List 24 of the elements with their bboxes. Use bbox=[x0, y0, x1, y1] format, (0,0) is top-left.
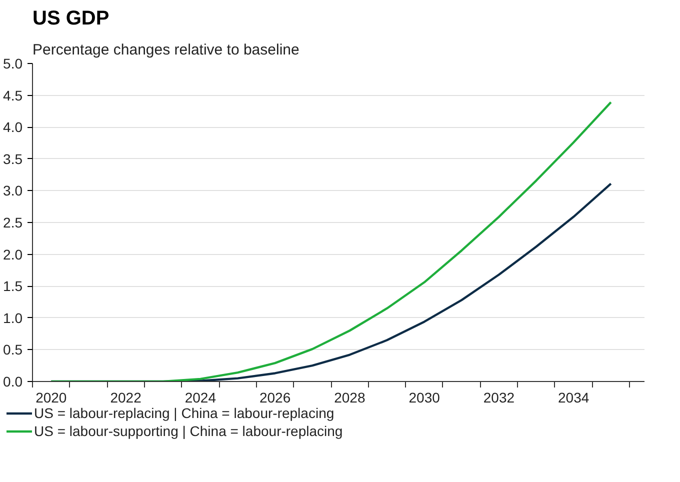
y-tick-label: 4.0 bbox=[3, 119, 23, 136]
x-tick-label: 2026 bbox=[259, 390, 291, 406]
y-tick-label: 3.5 bbox=[3, 150, 23, 167]
chart-title: US GDP bbox=[32, 8, 110, 30]
chart-subtitle: Percentage changes relative to baseline bbox=[32, 42, 300, 58]
legend-label: US = labour-supporting | China = labour-replacing bbox=[34, 423, 343, 439]
x-tick-label: 2030 bbox=[408, 390, 440, 406]
x-tick-label: 2020 bbox=[36, 390, 67, 406]
legend-label: US = labour-replacing | China = labour-replacing bbox=[34, 405, 334, 421]
x-tick-label: 2028 bbox=[334, 390, 366, 406]
y-tick-label: 1.5 bbox=[3, 278, 23, 294]
y-tick-label: 0.5 bbox=[3, 342, 23, 358]
x-tick-label: 2032 bbox=[483, 390, 515, 406]
y-tick-label: 5.0 bbox=[3, 56, 23, 72]
y-tick-label: 1.0 bbox=[3, 310, 23, 326]
y-tick-label: 2.5 bbox=[3, 214, 23, 230]
y-tick-label: 0.0 bbox=[3, 374, 23, 390]
x-tick-label: 2034 bbox=[558, 390, 590, 406]
x-tick-label: 2024 bbox=[184, 390, 216, 406]
x-tick-label: 2022 bbox=[110, 390, 142, 406]
line-series bbox=[50, 101, 612, 382]
y-tick-label: 4.5 bbox=[3, 87, 23, 104]
y-tick-label: 3.0 bbox=[3, 182, 23, 199]
y-tick-label: 2.0 bbox=[3, 246, 23, 262]
